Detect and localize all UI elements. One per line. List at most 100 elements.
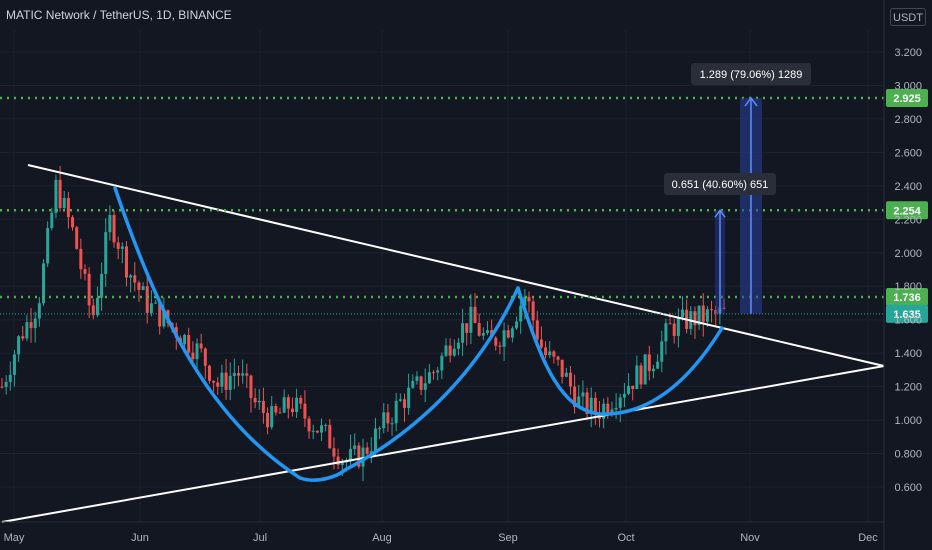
candle-body [693, 311, 697, 326]
candle-body [527, 296, 531, 302]
x-tick-label: Oct [617, 532, 634, 544]
candle-body [672, 323, 676, 336]
candle-body [154, 302, 158, 304]
candle-body [469, 306, 473, 333]
candle-body [552, 351, 556, 357]
projection-label-box [691, 63, 811, 85]
candle-body [303, 403, 307, 419]
candle-body [332, 448, 336, 457]
candle-body [585, 392, 589, 415]
currency-unit-button[interactable]: USDT [890, 8, 926, 26]
candle-body [539, 339, 543, 348]
candle-body [643, 354, 647, 385]
candle-body [17, 336, 21, 355]
candle-body [253, 398, 257, 403]
candle-body [394, 400, 398, 424]
x-tick-label: Jul [253, 532, 267, 544]
candle-body [714, 310, 718, 314]
y-tick-label: 1.600 [894, 315, 922, 327]
candle-body [0, 386, 4, 388]
candle-body [216, 382, 220, 387]
candle-body [365, 447, 369, 454]
y-tick-label: 0.800 [894, 449, 922, 461]
candle-body [506, 330, 510, 338]
candle-body [361, 447, 365, 467]
candle-body [257, 400, 261, 403]
candle-body [519, 305, 523, 322]
y-tick-label: 1.400 [894, 348, 922, 360]
candle-body [502, 330, 506, 347]
candle-body [556, 356, 560, 360]
candle-body [697, 305, 701, 326]
candle-body [12, 354, 16, 375]
candle-body [627, 385, 631, 394]
candle-body [33, 318, 37, 329]
candle-body [444, 345, 448, 356]
candle-body [639, 365, 643, 385]
y-tick-label: 0.600 [894, 482, 922, 494]
candle-body [635, 365, 639, 390]
x-tick-label: Dec [858, 532, 878, 544]
candle-body [448, 345, 452, 356]
candle-body [722, 307, 726, 309]
candle-body [187, 335, 191, 353]
candle-body [311, 430, 315, 432]
candle-body [62, 198, 66, 209]
candle-body [87, 273, 91, 306]
projection-arrowhead [714, 208, 726, 218]
candle-body [270, 405, 274, 428]
candle-body [137, 282, 141, 290]
candle-body [398, 399, 402, 401]
candlestick-series [0, 165, 726, 482]
candle-body [353, 445, 357, 449]
candle-body [564, 372, 568, 377]
x-tick-label: Aug [372, 532, 392, 544]
candle-body [158, 302, 162, 327]
candle-body [108, 214, 112, 233]
candle-body [568, 372, 572, 387]
x-axis: May Jun Jul Aug Sep Oct Nov Dec [0, 521, 884, 544]
candle-body [427, 372, 431, 384]
candle-body [432, 372, 436, 374]
candle-body [494, 337, 498, 346]
candle-body [245, 373, 249, 376]
y-tick-label: 2.800 [894, 114, 922, 126]
candle-body [299, 397, 303, 404]
y-tick-label: 3.200 [894, 47, 922, 59]
candle-body [373, 428, 377, 452]
level-price-tag [886, 201, 928, 220]
candle-body [79, 248, 83, 270]
candle-body [336, 456, 340, 465]
candle-body [498, 345, 502, 347]
y-tick-label: 2.000 [894, 248, 922, 260]
candle-body [390, 423, 394, 425]
candle-body [320, 425, 324, 433]
candle-body [710, 309, 714, 311]
candle-body [647, 354, 651, 372]
candle-body [606, 403, 610, 414]
candle-body [668, 323, 672, 325]
y-tick-label: 1.000 [894, 415, 922, 427]
candle-body [307, 418, 311, 432]
candle-body [589, 397, 593, 415]
candle-body [133, 275, 137, 283]
candle-body [278, 412, 282, 414]
candle-body [21, 336, 25, 339]
candle-body [37, 303, 41, 319]
candle-body [203, 348, 207, 366]
candle-body [651, 368, 655, 372]
candle-body [473, 306, 477, 324]
descending-trendline [27, 164, 885, 367]
candle-body [282, 397, 286, 413]
y-tick-label: 2.400 [894, 181, 922, 193]
level-price-label: 1.736 [893, 292, 921, 304]
candle-body [461, 323, 465, 343]
candle-body [465, 323, 469, 333]
current-price-tag [886, 304, 928, 323]
candle-body [602, 403, 606, 419]
candle-body [378, 428, 382, 430]
candle-body [274, 405, 278, 413]
candle-body [456, 342, 460, 349]
candle-body [357, 445, 361, 467]
